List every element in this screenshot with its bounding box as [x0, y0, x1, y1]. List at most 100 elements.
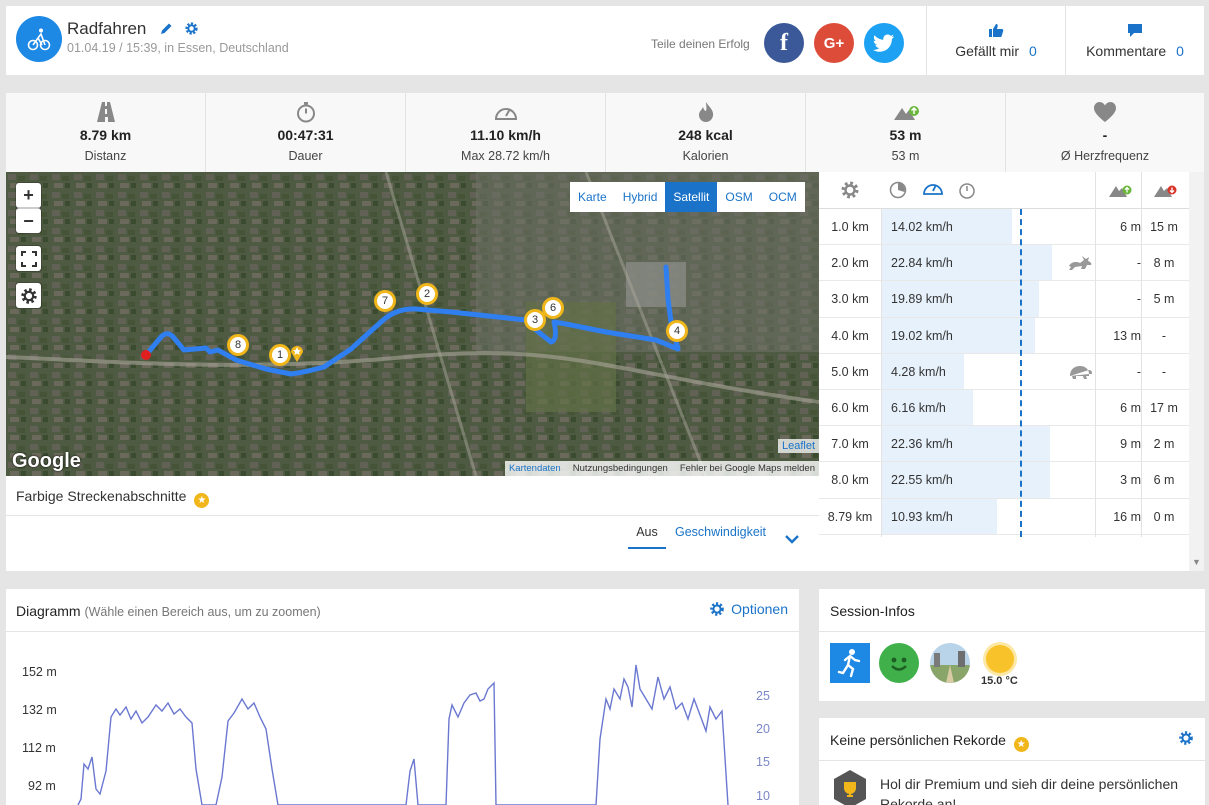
route-marker-1[interactable]: 1 [269, 344, 291, 366]
pace-tab-icon[interactable] [889, 181, 907, 204]
layer-tab-satellit[interactable]: Satellit [665, 182, 718, 212]
y-axis-tick: 92 m [28, 779, 56, 793]
stat-label: Ø Herzfrequenz [1060, 149, 1150, 163]
map-attribution-bar: Kartendaten Nutzungsbedingungen Fehler b… [504, 461, 819, 476]
stopwatch-icon [206, 101, 405, 123]
split-descent: 5 m [1153, 292, 1175, 307]
split-row[interactable]: 5.0 km 4.28 km/h - - [819, 353, 1189, 390]
layer-tab-osm[interactable]: OSM [717, 182, 761, 212]
chevron-down-icon[interactable] [784, 531, 800, 549]
zoom-out-button[interactable]: − [16, 208, 41, 233]
route-marker-7[interactable]: 7 [374, 290, 396, 312]
stat-value: 00:47:31 [277, 127, 334, 143]
like-label: Gefällt mir [955, 42, 1020, 59]
y-axis-tick: 112 m [22, 741, 56, 755]
diagram-options-label: Optionen [731, 601, 788, 617]
sunny-weather-icon [986, 645, 1014, 673]
stat-value: - [1102, 127, 1108, 143]
split-row[interactable]: 2.0 km 22.84 km/h -8 m [819, 245, 1189, 282]
cycling-icon [16, 16, 62, 62]
split-distance: 1.0 km [831, 220, 869, 234]
split-descent: 8 m [1153, 256, 1175, 271]
split-row[interactable]: 6.0 km 6.16 km/h 6 m 17 m [819, 389, 1189, 427]
scrollbar[interactable]: ▼ [1189, 172, 1204, 571]
layer-tab-hybrid[interactable]: Hybrid [614, 182, 666, 212]
marker-label: 2 [423, 288, 431, 300]
premium-star-icon: ★ [194, 493, 210, 508]
divider [819, 631, 1205, 632]
route-marker-6[interactable]: 6 [542, 297, 564, 319]
heart-icon [1006, 101, 1204, 123]
speedometer-icon [406, 101, 605, 123]
marker-label: 4 [673, 325, 681, 337]
route-marker-3[interactable]: 3 [524, 309, 546, 331]
speed-bar [881, 389, 973, 426]
speed-bar [881, 353, 964, 389]
route-map[interactable]: + − Karte Hybrid Satellit OSM OCM 1 2 3 … [6, 172, 819, 476]
split-row[interactable]: 1.0 km 14.02 km/h 6 m 15 m [819, 209, 1189, 246]
speed-line[interactable] [76, 659, 746, 805]
like-button[interactable]: Gefällt mir 0 [926, 6, 1065, 75]
segments-option-off[interactable]: Aus [628, 525, 666, 549]
split-descent: 2 m [1153, 437, 1175, 452]
gear-icon[interactable] [184, 21, 199, 41]
leaflet-link[interactable]: Leaflet [781, 440, 815, 452]
stat-label: Max 28.72 km/h [461, 149, 550, 163]
layer-tab-ocm[interactable]: OCM [760, 182, 805, 212]
gear-icon[interactable] [1178, 730, 1194, 751]
scroll-down-icon[interactable]: ▼ [1192, 557, 1201, 567]
route-marker-8[interactable]: 8 [227, 334, 249, 356]
facebook-share-button[interactable]: f [764, 23, 804, 63]
map-data-link[interactable]: Kartendaten [508, 463, 561, 474]
terms-link[interactable]: Nutzungsbedingungen [572, 463, 668, 474]
layer-tab-karte[interactable]: Karte [570, 182, 615, 212]
time-tab-icon[interactable] [958, 181, 976, 204]
leaflet-attribution[interactable]: Leaflet [777, 439, 819, 453]
segments-option-speed[interactable]: Geschwindigkeit [675, 525, 767, 539]
divider [881, 209, 882, 537]
divider [1141, 172, 1142, 537]
segments-title-text: Farbige Streckenabschnitte [16, 488, 187, 504]
diagram-options-button[interactable]: Optionen [709, 601, 788, 620]
gear-icon[interactable] [840, 180, 860, 205]
split-ascent: 6 m [1120, 400, 1141, 415]
divider [6, 631, 799, 632]
premium-prompt[interactable]: Hol dir Premium und sieh dir deine persö… [880, 776, 1179, 805]
split-ascent: 9 m [1120, 437, 1141, 452]
rabbit-icon [1067, 255, 1093, 274]
speed-bar [881, 209, 1012, 245]
stat-value: 53 m [889, 127, 922, 143]
route-marker-4[interactable]: 4 [666, 320, 688, 342]
split-row[interactable]: 7.0 km 22.36 km/h 9 m 2 m [819, 426, 1189, 463]
split-speed: 19.02 km/h [891, 328, 953, 343]
elevation-up-icon [806, 101, 1005, 123]
y-axis-tick: 132 m [22, 703, 57, 717]
split-row[interactable]: 8.79 km 10.93 km/h 16 m 0 m [819, 498, 1189, 535]
google-plus-share-button[interactable]: G+ [814, 23, 854, 63]
split-distance: 8.79 km [827, 509, 873, 524]
zoom-in-label: + [23, 185, 34, 205]
split-row[interactable]: 3.0 km 19.89 km/h -5 m [819, 281, 1189, 318]
stat-distance: 8.79 km Distanz [6, 93, 206, 172]
twitter-share-button[interactable] [864, 23, 904, 63]
speed-tab-icon[interactable] [919, 179, 947, 211]
fullscreen-icon [20, 250, 37, 267]
fullscreen-button[interactable] [16, 246, 41, 271]
edit-icon[interactable] [159, 21, 173, 41]
average-speed-line [1020, 209, 1022, 537]
route-marker-2[interactable]: 2 [416, 283, 438, 305]
zoom-in-button[interactable]: + [16, 183, 41, 208]
split-row[interactable]: 4.0 km 19.02 km/h 13 m - [819, 317, 1189, 354]
comments-button[interactable]: Kommentare 0 [1065, 6, 1204, 75]
marker-label: 7 [381, 295, 389, 307]
stat-label: Kalorien [682, 149, 729, 163]
split-descent: - [1161, 328, 1167, 343]
split-row[interactable]: 8.0 km 22.55 km/h 3 m 6 m [819, 462, 1189, 499]
finish-flag-marker[interactable] [290, 344, 304, 362]
segments-title: Farbige Streckenabschnitte ★ [16, 488, 210, 508]
premium-star-icon: ★ [1013, 737, 1029, 752]
map-settings-button[interactable] [16, 283, 41, 308]
stat-heart-rate: - Ø Herzfrequenz [1006, 93, 1204, 172]
split-speed: 10.93 km/h [891, 509, 953, 524]
report-error-link[interactable]: Fehler bei Google Maps melden [679, 463, 815, 474]
